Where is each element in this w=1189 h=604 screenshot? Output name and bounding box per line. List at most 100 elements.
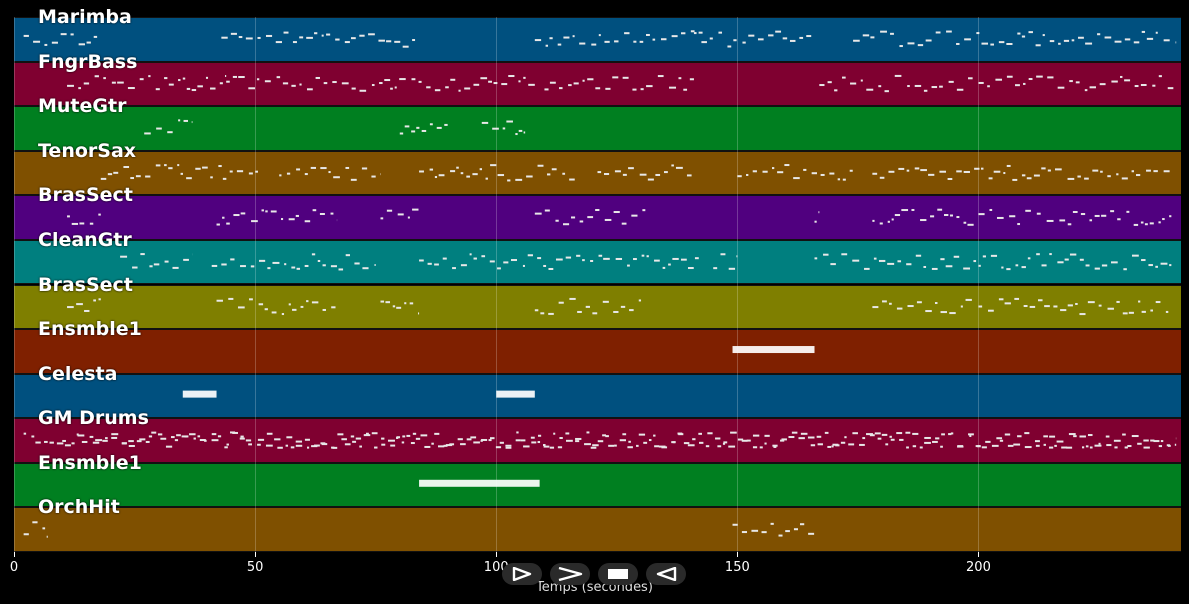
note: [817, 443, 823, 446]
note: [140, 253, 145, 256]
note: [761, 531, 767, 534]
note: [978, 305, 983, 308]
note: [256, 78, 260, 81]
note: [538, 434, 542, 437]
note: [481, 255, 486, 258]
note: [379, 82, 383, 85]
note: [848, 443, 855, 446]
note: [932, 440, 938, 443]
rewind-button[interactable]: [646, 563, 686, 585]
play-button[interactable]: [502, 563, 542, 585]
note: [211, 433, 217, 436]
note: [306, 36, 313, 39]
note: [392, 305, 396, 308]
note: [70, 33, 74, 36]
note: [990, 43, 994, 46]
note: [238, 36, 243, 39]
note: [1055, 168, 1062, 171]
note: [195, 167, 201, 170]
note: [1006, 42, 1013, 45]
note: [741, 531, 748, 534]
note: [1043, 443, 1046, 446]
note-cluster: [496, 390, 535, 398]
note: [322, 308, 326, 311]
time-axis: 0 50 100 150 200: [10, 552, 1181, 592]
note: [694, 257, 699, 260]
note: [1023, 305, 1028, 308]
note: [546, 173, 551, 176]
note: [543, 445, 550, 448]
note: [1099, 83, 1106, 86]
note: [718, 31, 723, 34]
note: [473, 83, 480, 86]
note: [330, 265, 337, 268]
note: [605, 87, 611, 90]
note: [240, 265, 246, 268]
note: [1004, 302, 1011, 305]
note: [100, 177, 107, 180]
note: [832, 443, 839, 446]
note: [84, 309, 90, 312]
note: [891, 218, 894, 221]
note: [281, 313, 285, 316]
note: [964, 38, 971, 41]
track-lane: [14, 284, 1181, 330]
track-lane: [14, 418, 1181, 463]
note: [506, 120, 513, 123]
note: [1085, 42, 1093, 45]
note: [1024, 432, 1030, 435]
note: [304, 173, 308, 176]
note: [889, 435, 892, 438]
note: [1094, 214, 1100, 217]
note: [480, 77, 488, 80]
note: [544, 209, 550, 212]
note: [489, 437, 495, 440]
note: [501, 83, 508, 86]
note: [1152, 84, 1156, 87]
note: [627, 264, 630, 267]
note: [548, 267, 554, 270]
track-label: GM Drums: [38, 407, 149, 430]
note: [622, 433, 627, 436]
note: [870, 36, 875, 39]
note: [1080, 213, 1086, 216]
fast-forward-button[interactable]: [550, 563, 590, 585]
note: [335, 38, 340, 41]
note: [1165, 310, 1169, 313]
note: [307, 446, 310, 449]
note: [816, 435, 822, 438]
note: [429, 168, 434, 171]
note: [772, 167, 775, 170]
note: [713, 267, 718, 270]
note: [186, 177, 192, 180]
note: [898, 167, 905, 170]
note: [450, 78, 456, 81]
note: [236, 170, 244, 173]
note: [502, 127, 506, 130]
note: [1015, 84, 1020, 87]
note: [699, 441, 704, 444]
note: [178, 119, 181, 122]
note: [551, 168, 557, 171]
note: [537, 164, 544, 167]
stop-button[interactable]: [598, 563, 638, 585]
note: [1041, 264, 1047, 267]
note: [238, 76, 245, 79]
note: [264, 80, 271, 83]
note: [1150, 439, 1155, 442]
note: [319, 212, 325, 215]
note: [558, 301, 564, 304]
note: [543, 444, 546, 447]
note: [1047, 76, 1054, 79]
note: [427, 262, 432, 265]
note: [225, 74, 227, 77]
note: [211, 439, 219, 442]
note: [946, 30, 952, 33]
note: [1140, 84, 1147, 87]
note: [1033, 174, 1040, 177]
note: [924, 441, 931, 444]
note: [799, 523, 805, 526]
note: [671, 35, 678, 38]
note: [639, 40, 644, 43]
note: [130, 177, 135, 180]
